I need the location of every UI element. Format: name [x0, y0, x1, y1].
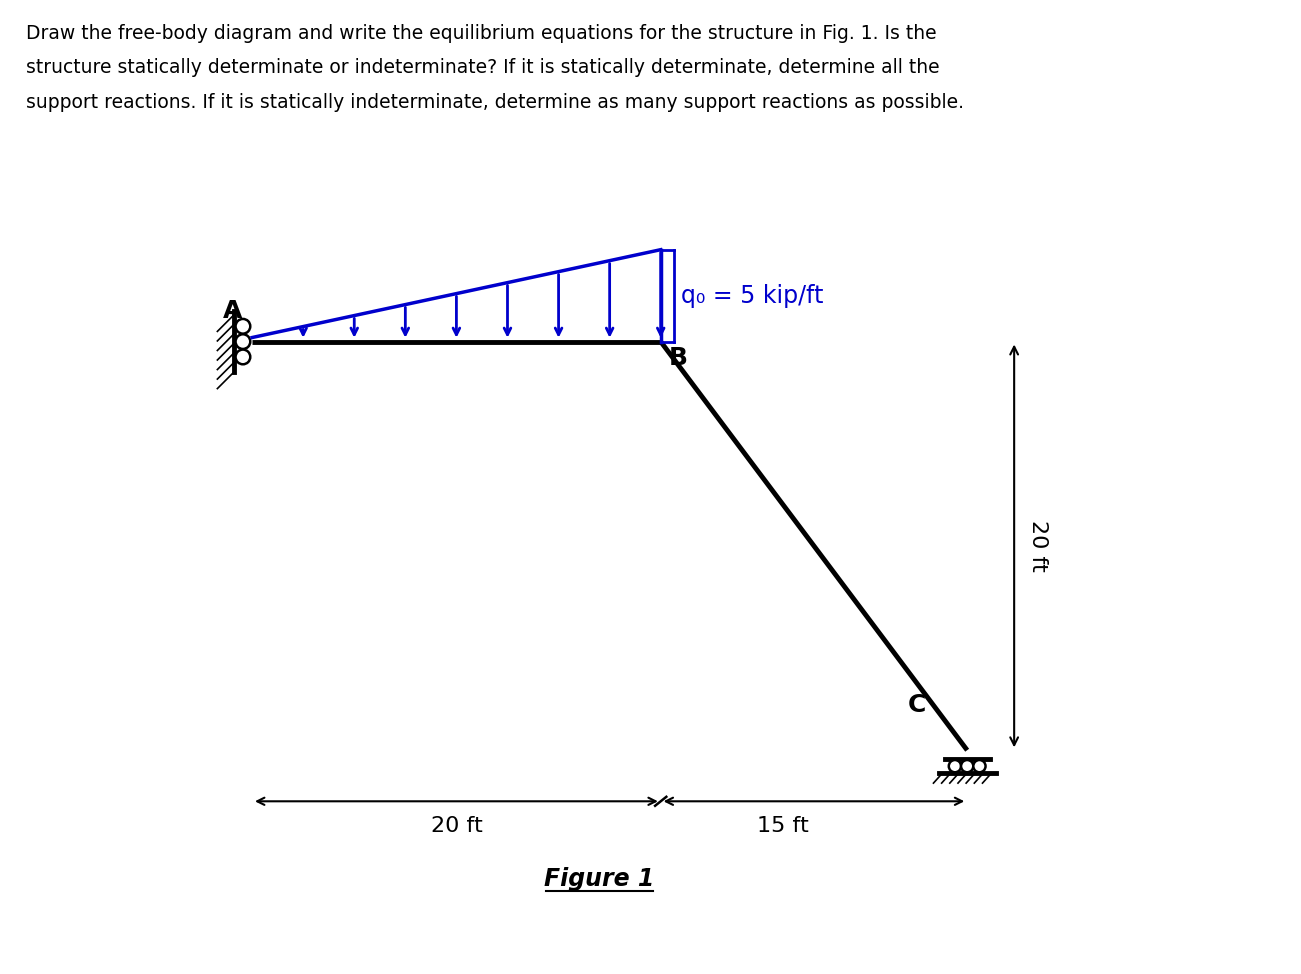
- Text: 20 ft: 20 ft: [431, 815, 483, 836]
- Text: structure statically determinate or indeterminate? If it is statically determina: structure statically determinate or inde…: [26, 58, 939, 78]
- Circle shape: [235, 334, 250, 349]
- Circle shape: [235, 318, 250, 334]
- Circle shape: [235, 350, 250, 364]
- Text: A: A: [222, 299, 242, 323]
- Text: Draw the free-body diagram and write the equilibrium equations for the structure: Draw the free-body diagram and write the…: [26, 24, 937, 44]
- Text: B: B: [669, 346, 688, 370]
- Text: 20 ft: 20 ft: [1029, 520, 1049, 572]
- Text: support reactions. If it is statically indeterminate, determine as many support : support reactions. If it is statically i…: [26, 93, 964, 112]
- Text: Figure 1: Figure 1: [544, 867, 654, 890]
- Circle shape: [961, 760, 973, 772]
- Text: 15 ft: 15 ft: [757, 815, 809, 836]
- Circle shape: [973, 760, 986, 772]
- Text: q₀ = 5 kip/ft: q₀ = 5 kip/ft: [682, 283, 824, 308]
- Circle shape: [948, 760, 961, 772]
- Text: C: C: [908, 693, 926, 717]
